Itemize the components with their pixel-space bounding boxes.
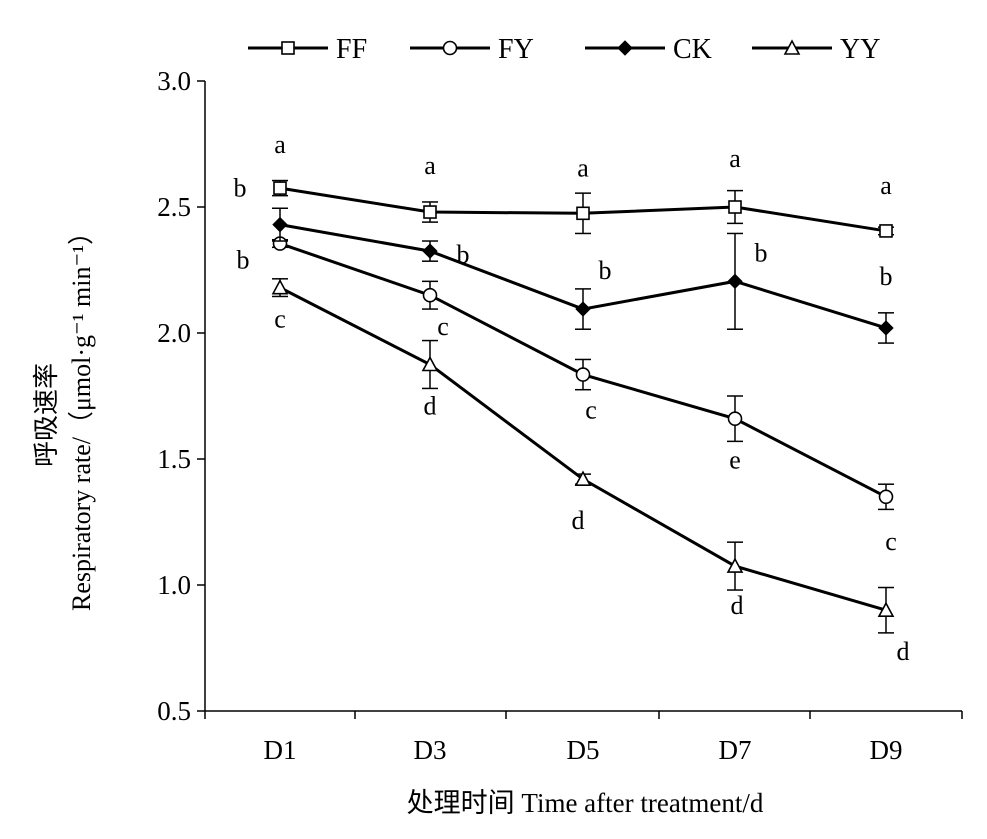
legend-label: FF (336, 34, 367, 65)
y-tick-label: 1.0 (157, 570, 191, 600)
legend-item-ck: CK (585, 34, 712, 65)
x-tick-label: D9 (870, 735, 903, 765)
x-axis-title: 处理时间 Time after treatment/d (407, 788, 764, 818)
data-point (273, 181, 287, 195)
data-point (423, 205, 437, 219)
x-tick-label: D3 (414, 735, 447, 765)
y-axis: 0.5 1.0 1.5 2.0 2.5 3.0 (157, 66, 206, 726)
significance-label: a (729, 144, 741, 173)
significance-label: b (599, 256, 612, 285)
legend-item-yy: YY (752, 34, 880, 65)
significance-label: b (237, 246, 250, 275)
y-tick-label: 0.5 (157, 696, 191, 726)
significance-label: c (437, 312, 449, 341)
significance-label: a (577, 153, 589, 182)
x-axis: D1 D3 D5 D7 D9 (204, 710, 963, 765)
x-tick-label: D5 (567, 735, 600, 765)
legend-item-fy: FY (410, 34, 534, 65)
data-point (574, 470, 592, 486)
significance-label: d (731, 591, 744, 620)
data-point (878, 320, 894, 336)
legend: FF FY CK YY (248, 34, 880, 65)
significance-label: d (424, 392, 437, 421)
significance-label: b (234, 174, 247, 203)
legend-marker (783, 39, 801, 55)
legend-item-ff: FF (248, 34, 367, 65)
data-point (271, 278, 289, 295)
legend-marker (281, 41, 295, 55)
series-fy: b c c e c (237, 236, 897, 556)
data-point (727, 411, 743, 426)
y-tick-label: 2.5 (157, 192, 191, 222)
data-point (878, 489, 894, 505)
x-tick-label: D7 (719, 735, 752, 765)
significance-label: c (885, 527, 897, 556)
data-point (728, 200, 742, 214)
data-point (575, 367, 591, 382)
y-tick-label: 3.0 (157, 66, 191, 96)
data-point (421, 355, 439, 372)
significance-label: a (424, 151, 436, 180)
y-tick-label: 2.0 (157, 318, 191, 348)
y-axis-title-chinese: 呼吸速率 (32, 363, 61, 467)
data-point (726, 557, 744, 573)
y-axis-title: Respiratory rate/（μmol·g⁻¹ min⁻¹） (67, 219, 96, 611)
data-point (422, 243, 438, 259)
legend-label: FY (498, 34, 534, 65)
legend-label: CK (673, 34, 712, 65)
significance-label: a (880, 171, 892, 200)
data-point (879, 224, 893, 238)
significance-label: c (274, 305, 286, 334)
significance-label: d (897, 637, 910, 666)
significance-label: d (572, 506, 585, 535)
significance-label: c (585, 396, 597, 425)
legend-label: YY (840, 34, 880, 65)
data-point (272, 216, 288, 233)
significance-label: b (880, 262, 893, 291)
significance-label: e (729, 446, 741, 475)
data-point (575, 301, 591, 317)
significance-label: a (274, 130, 286, 159)
data-point (727, 273, 743, 290)
series-yy: c d d d d (271, 278, 910, 666)
data-point (576, 206, 590, 221)
significance-label: b (457, 240, 470, 269)
series-ff: a a a a a (272, 130, 894, 238)
legend-marker (617, 40, 633, 56)
series-ck: b b b b b (234, 174, 894, 344)
x-tick-label: D1 (264, 735, 297, 765)
data-point (422, 287, 438, 303)
legend-marker (442, 40, 458, 56)
significance-label: b (755, 238, 768, 267)
data-point (877, 601, 895, 618)
y-tick-label: 1.5 (157, 444, 191, 474)
